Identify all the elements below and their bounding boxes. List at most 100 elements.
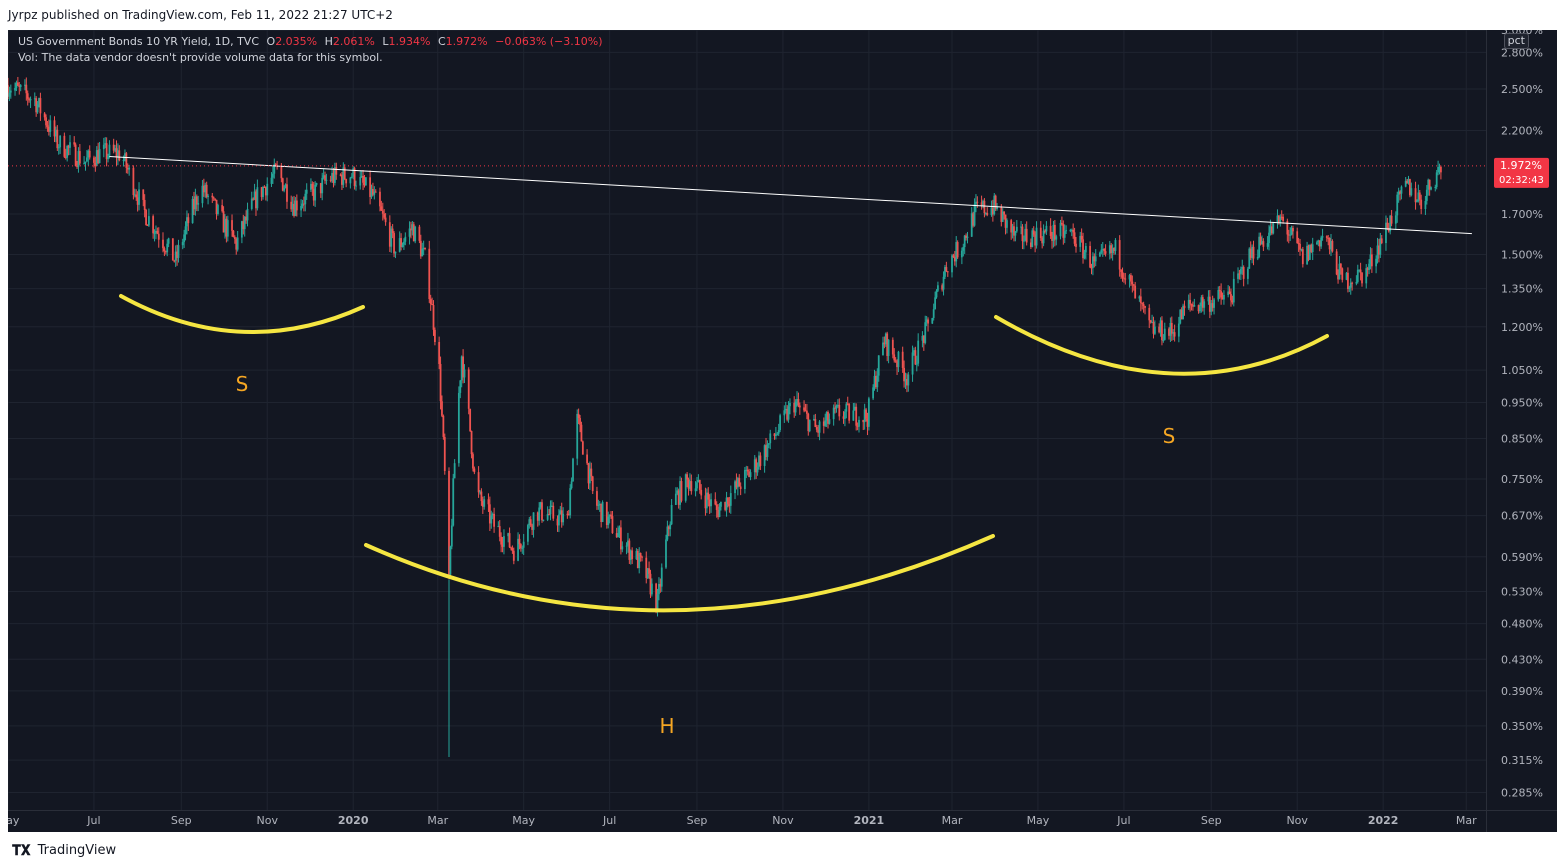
price-chart[interactable]: SHS 3.000%2.800%2.500%2.200%1.700%1.500%… [8,30,1557,832]
candle [915,355,918,372]
candle-body [873,375,876,388]
candle [255,189,257,216]
candle [1072,223,1075,239]
candle-body [1218,290,1221,292]
candle [822,417,825,434]
candle [1213,297,1215,315]
candle [1034,231,1037,253]
candle [684,473,687,503]
candle [383,209,386,220]
candle [746,466,749,476]
candle-body [428,248,431,300]
candle-body [501,544,504,547]
candle-body [965,235,967,238]
candle-body [962,247,965,251]
candle-body [293,203,295,216]
candle-body [104,143,107,145]
candle-body [542,519,545,521]
candle-body [911,352,914,375]
candle [55,126,57,143]
candle [9,84,12,99]
candle-body [1276,215,1279,223]
candle-body [605,501,608,526]
candle [43,112,46,121]
candle-body [59,135,62,148]
candle [1228,286,1231,295]
candle [1032,226,1035,237]
candle [438,336,441,370]
candle-body [146,224,149,226]
candle-body [98,149,101,164]
candle-body [1425,189,1428,201]
candle [428,240,431,303]
candle [1311,237,1314,261]
candle-body [1052,224,1055,241]
candle [560,502,563,528]
candle-body [1335,251,1338,275]
candle [824,413,827,428]
candle [700,484,703,500]
candle [379,187,381,212]
chart-frame[interactable]: SHS 3.000%2.800%2.500%2.200%1.700%1.500%… [8,30,1557,832]
percent-scale-button[interactable]: pct [1503,33,1529,49]
candle-body [280,166,283,179]
candle-body [125,153,128,168]
candle-body [1183,305,1186,309]
candle-body [1424,200,1427,210]
candle-body [373,191,376,195]
candle-body [497,526,500,528]
candle-body [1131,281,1134,285]
candle [266,177,269,202]
candle [118,145,121,162]
candle-body [1039,227,1042,238]
candle [491,512,494,520]
candle-body [1148,307,1151,321]
candle [1163,322,1166,341]
candle [1059,219,1062,240]
candle-body [932,309,935,318]
candle-body [1090,267,1093,269]
candle-body [78,151,81,164]
candle-body [355,185,357,187]
candle [856,422,859,431]
candle [884,332,887,347]
x-tick-label: Sep [1201,814,1222,827]
candle-body [619,527,622,550]
candle-body [381,210,384,214]
candle-body [350,176,353,178]
candle [872,384,875,401]
candle [1325,235,1328,242]
candle [1437,160,1439,176]
candle-body [1327,237,1330,239]
candle [1120,269,1122,280]
candle-body [891,339,894,355]
y-tick-label: 0.750% [1501,473,1543,486]
candle [250,191,253,211]
candle-body [994,195,997,209]
candle [972,211,975,228]
candle [369,170,372,205]
candle-body [522,541,525,548]
candle-body [1101,249,1104,251]
candle-body [193,198,195,210]
candle-body [1417,192,1420,202]
candle-body [418,226,421,241]
candle [1339,262,1342,275]
candle [745,465,748,479]
candle-body [848,403,851,421]
candle-body [363,182,366,186]
candle-body [1289,234,1292,236]
candle [245,210,248,224]
candle [650,578,653,597]
candle [286,177,288,209]
candle-body [718,506,721,517]
y-tick-label: 1.700% [1501,208,1543,221]
candle-body [600,503,603,523]
candle-body [1420,199,1423,210]
candle [670,499,673,526]
candle [321,172,324,201]
candle-body [157,233,160,240]
candle-body [1416,201,1418,203]
candle-body [894,360,897,362]
candle [204,182,207,198]
